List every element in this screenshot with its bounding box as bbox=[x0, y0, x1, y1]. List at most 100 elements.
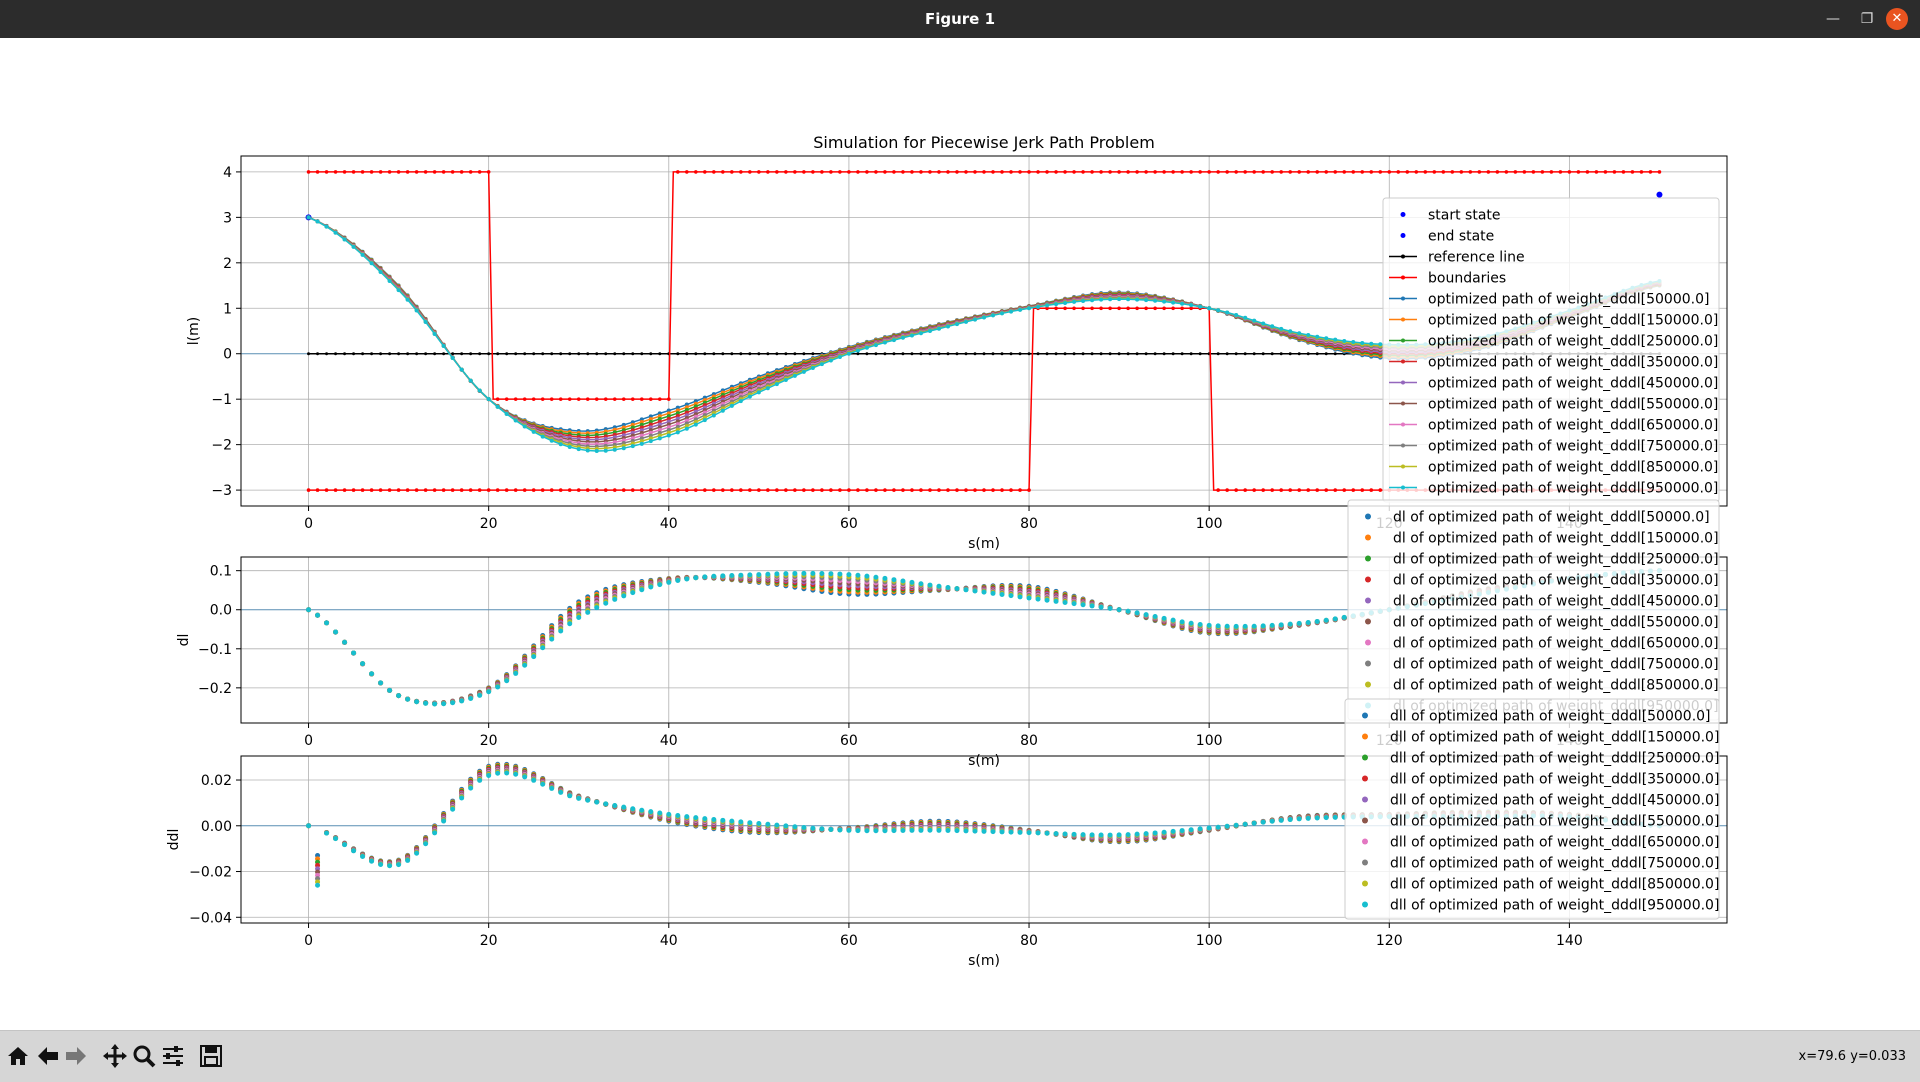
boundary-point bbox=[1487, 170, 1491, 174]
dl-point bbox=[738, 573, 743, 578]
reference-point bbox=[1289, 352, 1292, 355]
dl-point bbox=[450, 700, 455, 705]
reference-point bbox=[703, 352, 706, 355]
reference-point bbox=[1172, 352, 1175, 355]
reference-point bbox=[460, 352, 463, 355]
boundary-point bbox=[487, 488, 491, 492]
path-point bbox=[973, 318, 977, 322]
path-point bbox=[1036, 305, 1040, 309]
y-tick-label: −2 bbox=[211, 438, 232, 454]
path-point bbox=[307, 215, 311, 219]
dl-point bbox=[882, 576, 887, 581]
reference-point bbox=[1055, 352, 1058, 355]
minimize-button[interactable]: — bbox=[1820, 6, 1846, 32]
boundary-point bbox=[352, 488, 356, 492]
boundary-point bbox=[982, 488, 986, 492]
dl-point bbox=[1243, 624, 1248, 629]
path-point bbox=[1171, 301, 1175, 305]
dl-point bbox=[648, 585, 653, 590]
dl-point bbox=[342, 640, 347, 645]
boundary-point bbox=[379, 170, 383, 174]
reference-point bbox=[334, 352, 337, 355]
ddl-point bbox=[315, 883, 320, 888]
boundary-point bbox=[676, 170, 680, 174]
boundary-point bbox=[1405, 170, 1409, 174]
dl-point bbox=[1135, 610, 1140, 615]
boundary-point bbox=[793, 488, 797, 492]
dl-point bbox=[972, 588, 977, 593]
reference-point bbox=[793, 352, 796, 355]
path-point bbox=[496, 405, 500, 409]
boundary-point bbox=[991, 170, 995, 174]
boundary-point bbox=[964, 170, 968, 174]
dl-point bbox=[504, 678, 509, 683]
boundary-point bbox=[1009, 170, 1013, 174]
boundary-point bbox=[1324, 488, 1328, 492]
boundary-point bbox=[370, 170, 374, 174]
reference-point bbox=[1028, 352, 1031, 355]
dl-point bbox=[1279, 622, 1284, 627]
path-point bbox=[820, 362, 824, 366]
path-point bbox=[379, 270, 383, 274]
boundary-point bbox=[1108, 306, 1112, 310]
reference-point bbox=[505, 352, 508, 355]
path-point bbox=[1261, 321, 1265, 325]
y-tick-label: −3 bbox=[211, 483, 232, 499]
y-tick-label: 4 bbox=[223, 165, 232, 181]
dl-point bbox=[1144, 612, 1149, 617]
boundary-point bbox=[1144, 306, 1148, 310]
maximize-button[interactable]: ❐ bbox=[1854, 6, 1880, 32]
boundary-point bbox=[1054, 306, 1058, 310]
boundary-point bbox=[649, 397, 653, 401]
boundary-point bbox=[1270, 488, 1274, 492]
reference-point bbox=[1145, 352, 1148, 355]
dl-point bbox=[1099, 605, 1104, 610]
dl-point bbox=[684, 576, 689, 581]
boundary-point bbox=[613, 488, 617, 492]
dl-point bbox=[1009, 593, 1014, 598]
boundary-point bbox=[667, 397, 671, 401]
path-point bbox=[964, 320, 968, 324]
dl-point bbox=[603, 601, 608, 606]
reference-point bbox=[739, 352, 742, 355]
boundary-point bbox=[883, 170, 887, 174]
boundary-point bbox=[1342, 488, 1346, 492]
boundary-point bbox=[964, 488, 968, 492]
x-tick-label: 100 bbox=[1196, 733, 1223, 749]
close-button[interactable]: ✕ bbox=[1886, 8, 1908, 30]
dl-point bbox=[801, 571, 806, 576]
reference-point bbox=[928, 352, 931, 355]
boundary-point bbox=[433, 170, 437, 174]
reference-point bbox=[550, 352, 553, 355]
boundary-point bbox=[586, 488, 590, 492]
boundary-point bbox=[406, 170, 410, 174]
path-point bbox=[847, 352, 851, 356]
path-point bbox=[1000, 311, 1004, 315]
dl-point bbox=[918, 581, 923, 586]
boundary-point bbox=[1442, 170, 1446, 174]
boundary-point bbox=[847, 488, 851, 492]
boundary-point bbox=[451, 488, 455, 492]
path-point bbox=[892, 338, 896, 342]
reference-point bbox=[685, 352, 688, 355]
boundary-point bbox=[649, 488, 653, 492]
x-axis-label: s(m) bbox=[968, 753, 1000, 769]
dl-point bbox=[828, 571, 833, 576]
boundary-point bbox=[1117, 306, 1121, 310]
y-tick-label: −0.1 bbox=[198, 642, 232, 658]
boundary-point bbox=[595, 397, 599, 401]
boundary-point bbox=[1144, 170, 1148, 174]
boundary-point bbox=[577, 488, 581, 492]
ddl-point bbox=[603, 801, 608, 806]
dl-point bbox=[585, 610, 590, 615]
reference-point bbox=[1226, 352, 1229, 355]
dl-point bbox=[900, 579, 905, 584]
dl-point bbox=[810, 571, 815, 576]
ddl-point bbox=[513, 772, 518, 777]
path-point bbox=[1378, 342, 1382, 346]
boundary-point bbox=[676, 488, 680, 492]
path-point bbox=[1045, 303, 1049, 307]
reference-point bbox=[1163, 352, 1166, 355]
boundary-point bbox=[1360, 170, 1364, 174]
boundary-point bbox=[388, 488, 392, 492]
